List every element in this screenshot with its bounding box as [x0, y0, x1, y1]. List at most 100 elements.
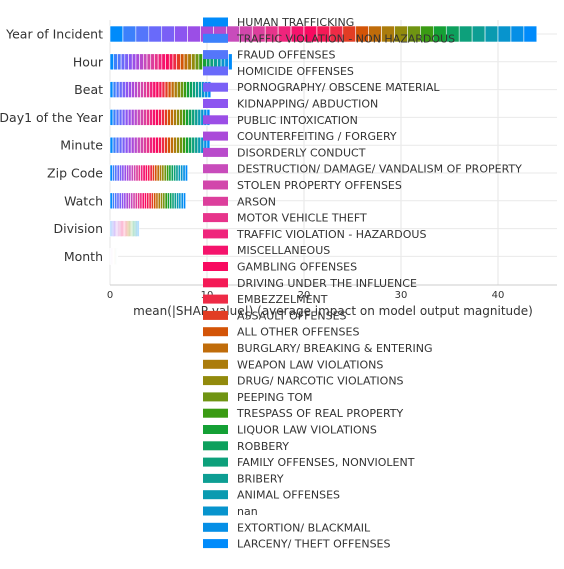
bar-segment — [170, 193, 172, 209]
bar-segment — [183, 137, 186, 153]
bar-segment — [134, 165, 136, 181]
bar-segment — [177, 82, 180, 98]
bar-segment — [149, 109, 152, 125]
legend-label: BURGLARY/ BREAKING & ENTERING — [237, 342, 432, 355]
bar-segment — [131, 109, 134, 125]
bar-segment — [148, 165, 150, 181]
bar-segment — [183, 193, 185, 209]
bar-segment — [150, 165, 152, 181]
bar-segment — [112, 193, 114, 209]
legend-label: DRIVING UNDER THE INFLUENCE — [237, 277, 417, 290]
bar-segment — [149, 26, 162, 42]
legend-label: EMBEZZELMENT — [237, 293, 328, 306]
bar-segment — [157, 165, 159, 181]
legend-swatch — [203, 490, 228, 499]
bar-segment — [191, 54, 195, 70]
legend-label: LARCENY/ THEFT OFFENSES — [237, 538, 390, 551]
legend-label: DRUG/ NARCOTIC VIOLATIONS — [237, 375, 404, 388]
category-label: Month — [64, 249, 103, 264]
legend-label: ALL OTHER OFFENSES — [237, 326, 359, 339]
bar-segment — [174, 82, 177, 98]
bar-segment — [134, 109, 137, 125]
bar-segment — [166, 54, 170, 70]
legend-swatch — [203, 34, 228, 43]
bar-segment — [193, 82, 196, 98]
legend-label: EXTORTION/ BLACKMAIL — [237, 521, 371, 534]
bar-segment — [146, 109, 149, 125]
bar-segment — [196, 82, 199, 98]
bar-segment — [141, 82, 144, 98]
bar-segment — [163, 193, 165, 209]
bar-segment — [110, 109, 113, 125]
bar-segment — [188, 26, 201, 42]
bar-segment — [159, 165, 161, 181]
legend-swatch — [203, 295, 228, 304]
bar-segment — [199, 54, 203, 70]
bar-segment — [122, 165, 124, 181]
bar-segment — [164, 165, 166, 181]
bar-segment — [159, 82, 162, 98]
bar-segment — [131, 165, 133, 181]
legend-swatch — [203, 18, 228, 27]
legend-label: COUNTERFEITING / FORGERY — [237, 130, 397, 143]
bar-segment — [146, 137, 149, 153]
bar-segment — [198, 137, 201, 153]
bar-segment — [199, 82, 202, 98]
bar-segment — [174, 137, 177, 153]
bar-segment — [173, 165, 175, 181]
bar-segment — [150, 82, 153, 98]
bar-segment — [136, 54, 140, 70]
legend-label: WEAPON LAW VIOLATIONS — [237, 358, 383, 371]
bar-segment — [136, 165, 138, 181]
legend-swatch — [203, 392, 228, 401]
bar-segment — [128, 193, 130, 209]
category-label: Zip Code — [47, 166, 103, 181]
bar-segment — [186, 82, 189, 98]
legend-swatch — [203, 164, 228, 173]
bar-segment — [128, 137, 131, 153]
legend-label: KIDNAPPING/ ABDUCTION — [237, 98, 378, 111]
bar-segment — [110, 137, 113, 153]
bar-segment — [183, 82, 186, 98]
legend-swatch — [203, 409, 228, 418]
bar-segment — [177, 109, 180, 125]
bar-segment — [147, 193, 149, 209]
bar-segment — [171, 165, 173, 181]
legend-label: GAMBLING OFFENSES — [237, 261, 357, 274]
category-label: Day1 of the Year — [0, 110, 104, 125]
bar-segment — [162, 54, 166, 70]
bar-segment — [158, 54, 162, 70]
category-label: Division — [53, 221, 103, 236]
legend-swatch — [203, 115, 228, 124]
bar-segment — [124, 193, 126, 209]
bar-segment — [168, 109, 171, 125]
bar-segment — [119, 193, 121, 209]
bar-segment — [155, 165, 157, 181]
bar-segment — [140, 137, 143, 153]
legend-swatch — [203, 311, 228, 320]
bar-segment — [134, 82, 137, 98]
bar-segment — [117, 193, 119, 209]
bar-segment — [152, 109, 155, 125]
legend-label: PORNOGRAPHY/ OBSCENE MATERIAL — [237, 81, 440, 94]
bar-segment — [158, 193, 160, 209]
legend-swatch — [203, 213, 228, 222]
bar-segment — [164, 109, 167, 125]
bar-segment — [155, 109, 158, 125]
bar-segment — [152, 137, 155, 153]
bar-segment — [125, 82, 128, 98]
bar-segment — [119, 165, 121, 181]
bar-segment — [166, 165, 168, 181]
bar-segment — [131, 193, 133, 209]
bar-segment — [152, 165, 154, 181]
category-label: Beat — [74, 82, 103, 97]
bar-segment — [117, 54, 121, 70]
legend-swatch — [203, 474, 228, 483]
bar-segment — [138, 82, 141, 98]
legend-label: MOTOR VEHICLE THEFT — [237, 212, 367, 225]
bar-segment — [177, 54, 181, 70]
bar-segment — [472, 26, 485, 42]
bar-segment — [498, 26, 511, 42]
bar-segment — [189, 137, 192, 153]
